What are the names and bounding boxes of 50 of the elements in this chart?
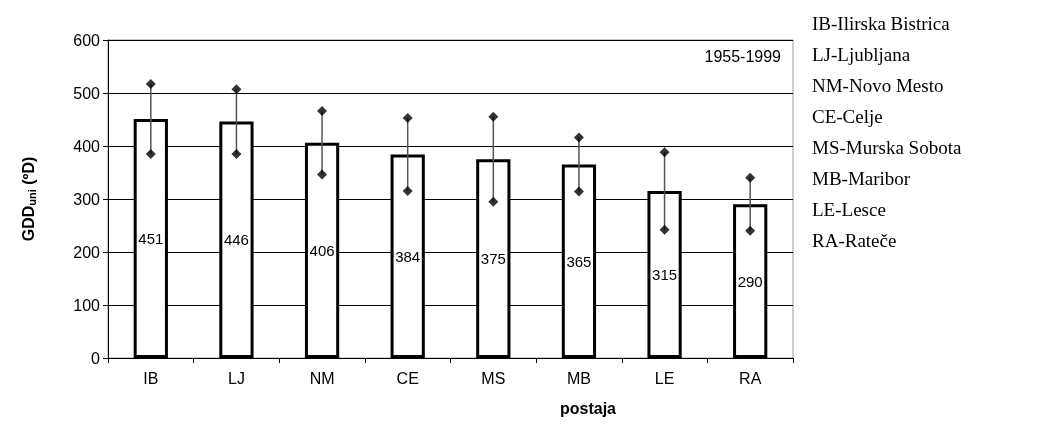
data-label: 290 (737, 272, 763, 290)
x-tick-label: MS (481, 369, 506, 387)
point (231, 148, 242, 159)
y-tick-label: 200 (73, 243, 101, 261)
text: CE-Celje (812, 106, 883, 127)
text: MS-Murska Sobota (812, 137, 962, 158)
point (317, 169, 328, 180)
point (402, 112, 413, 123)
point (317, 106, 328, 117)
text: LJ-Ljubljana (812, 44, 911, 65)
data-label: 406 (309, 241, 335, 259)
x-axis-title: postaja (560, 399, 617, 417)
data-label: 451 (138, 229, 164, 247)
point (402, 186, 413, 197)
x-tick-label: LE (654, 369, 675, 387)
data-label: 446 (223, 231, 249, 249)
data-label: 384 (395, 247, 421, 265)
point (145, 148, 156, 159)
x-tick-label: NM (309, 369, 335, 387)
y-tick-label: 100 (73, 296, 101, 314)
point (659, 147, 670, 158)
text: RA-Rateče (812, 230, 897, 251)
annotation: 1955-1999 (704, 47, 782, 65)
data-label: 375 (480, 250, 506, 268)
point (488, 111, 499, 122)
x-tick-label: LJ (227, 369, 245, 387)
y-tick-label: 600 (73, 31, 101, 49)
data-label: 315 (652, 266, 678, 284)
x-tick-label: MB (566, 369, 591, 387)
text: IB-Ilirska Bistrica (812, 13, 951, 34)
y-tick-label: 500 (73, 84, 101, 102)
point (659, 224, 670, 235)
text: MB-Maribor (812, 168, 911, 189)
data-label: 365 (566, 252, 592, 270)
y-tick-label: 400 (73, 137, 101, 155)
point (145, 78, 156, 89)
x-tick-label: RA (739, 369, 762, 387)
text: LE-Lesce (812, 199, 886, 220)
point (745, 225, 756, 236)
y-tick-label: 0 (91, 349, 101, 367)
point (573, 186, 584, 197)
text: NM-Novo Mesto (812, 75, 944, 96)
x-tick-label: CE (396, 369, 419, 387)
point (745, 172, 756, 183)
point (488, 196, 499, 207)
x-tick-label: IB (143, 369, 159, 387)
y-tick-label: 300 (73, 190, 101, 208)
y-axis-title: GDDuni (ºD) (19, 156, 38, 242)
point (231, 84, 242, 95)
point (573, 132, 584, 143)
